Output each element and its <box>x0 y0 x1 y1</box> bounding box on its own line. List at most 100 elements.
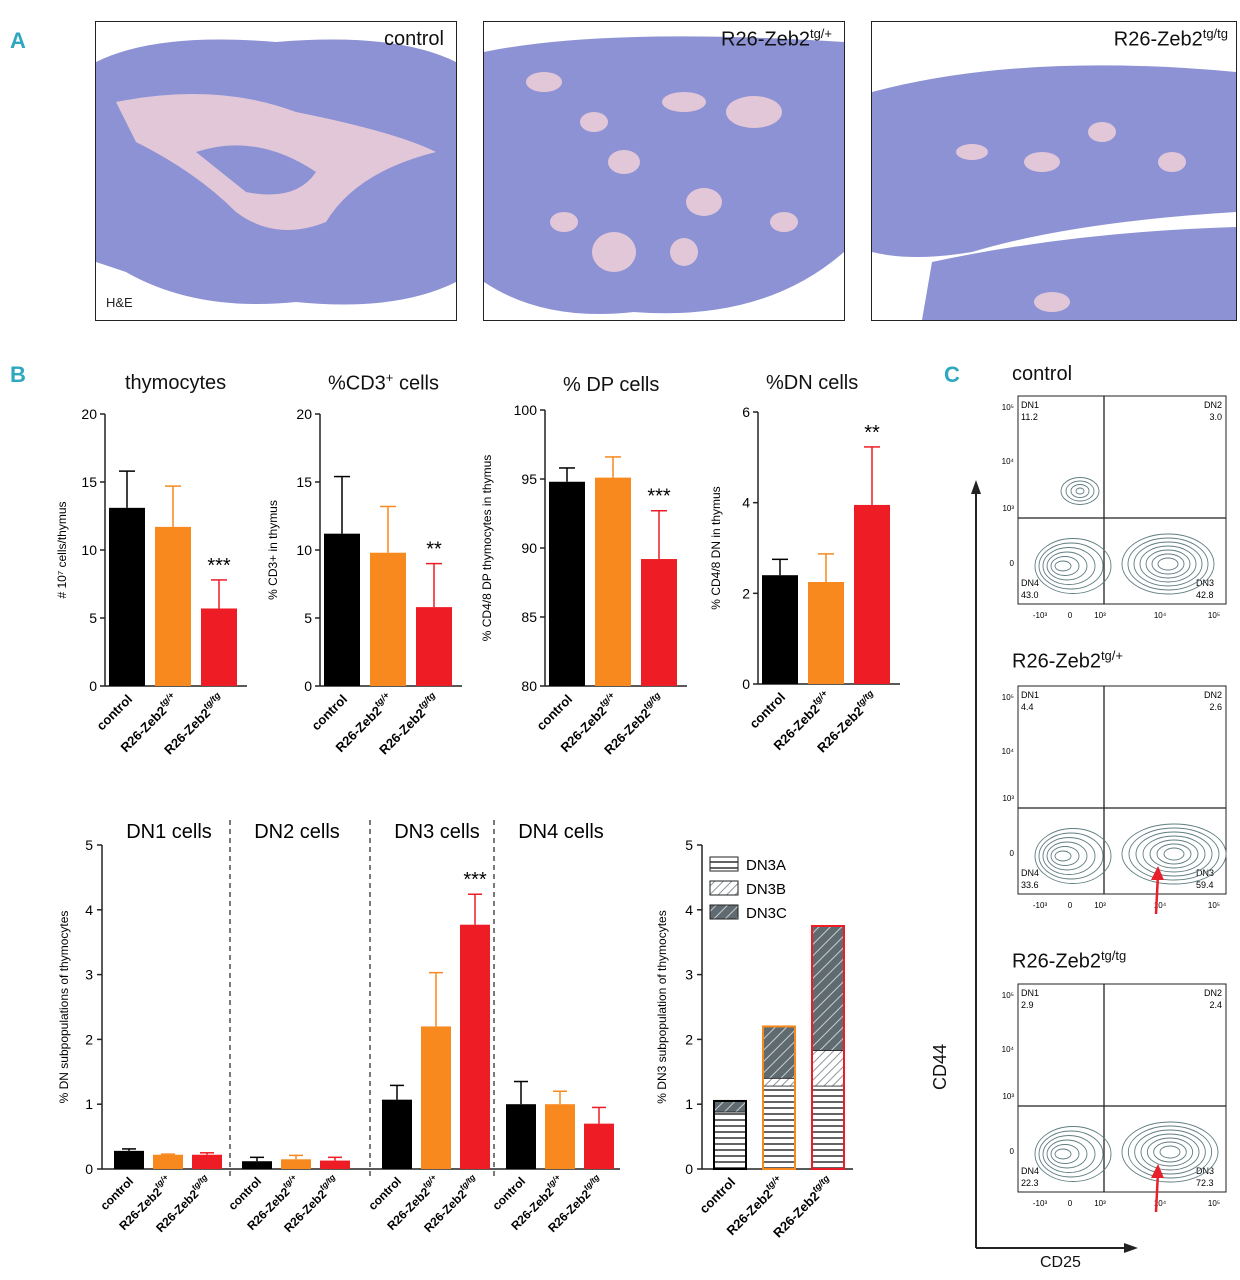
contour-dn4 <box>1046 551 1088 581</box>
quadrant-value: 72.3 <box>1196 1178 1214 1188</box>
y-tick-label: 5 <box>85 837 93 853</box>
quadrant-value: 3.0 <box>1209 412 1222 422</box>
plot-frame <box>1017 685 1227 895</box>
quadrant-value: 4.4 <box>1021 702 1034 712</box>
bar <box>762 575 798 684</box>
category-label: control <box>225 1174 264 1213</box>
chart-title-thymocytes: thymocytes <box>125 372 227 394</box>
category-label-sup: tg/tg <box>317 1172 337 1192</box>
chart-dn3-subpopulations: 0 1 2 3 4 5 % DN3 subpopulation of thymocytes c… <box>655 837 853 1240</box>
y-tick-label: 90 <box>521 540 537 556</box>
quadrant-name: DN1 <box>1021 690 1039 700</box>
y-tick-label: 2 <box>685 1031 693 1047</box>
contour-dn3 <box>1163 847 1185 861</box>
y-tick-label: 85 <box>521 609 537 625</box>
bar <box>370 552 406 686</box>
flow-axes-arrows <box>971 480 1138 1253</box>
contour-dn3 <box>1157 557 1179 571</box>
stack-segment <box>811 1085 845 1170</box>
x-tick-label: 10⁴ <box>1154 611 1167 620</box>
significance-label: *** <box>463 869 487 891</box>
contour-dn4 <box>1038 1130 1104 1178</box>
quadrant-value: 11.2 <box>1021 412 1038 422</box>
x-tick-label: 10⁴ <box>1154 901 1167 910</box>
group-title: DN1 cells <box>126 821 212 843</box>
category-label: control <box>696 1175 738 1217</box>
x-tick-label: -10³ <box>1033 901 1048 910</box>
contour-dn4 <box>1042 837 1096 875</box>
x-tick-label: 10⁵ <box>1208 901 1220 910</box>
thymus-section-het <box>484 36 844 314</box>
contour-dn4 <box>1054 1148 1072 1160</box>
contour-dn3 <box>1153 1141 1187 1163</box>
significance-label: *** <box>647 486 671 508</box>
arrow-head <box>1151 1164 1164 1178</box>
bar <box>155 526 191 686</box>
histology-image-hom: R26-Zeb2tg/tg <box>871 21 1237 321</box>
bar <box>421 1026 451 1169</box>
contour-dn3 <box>1140 1133 1200 1171</box>
category-label-sup: tg/+ <box>763 1173 782 1192</box>
category-label: control <box>93 692 135 734</box>
contour-dn4 <box>1046 1139 1088 1169</box>
flow-plot-control: DN1 11.2 DN2 3.0 DN3 42.8 DN4 43.0 10⁵ 10⁴ 10³ 0 -10… <box>1002 395 1227 620</box>
y-tick-label: 5 <box>685 837 693 853</box>
y-tick-label: 15 <box>81 474 97 490</box>
category-label-sup: tg/tg <box>641 690 662 711</box>
contour-dn3 <box>1146 1137 1194 1167</box>
y-tick-label: 3 <box>85 967 93 983</box>
contour-dn3 <box>1121 823 1227 885</box>
category-label: control <box>308 692 350 734</box>
y-tick-label: 0 <box>1010 849 1015 858</box>
bar <box>192 1154 222 1169</box>
quadrant-name: DN1 <box>1021 988 1039 998</box>
significance-label: ** <box>864 422 880 444</box>
x-tick-label: 10⁴ <box>1154 1199 1167 1208</box>
contour-dn3 <box>1145 549 1191 579</box>
histology-image-control: control H&E <box>95 21 457 321</box>
chart-title-cd3-sup: + <box>385 370 394 385</box>
thymus-section-hom <box>872 65 1236 320</box>
plot-frame <box>1017 395 1227 605</box>
panel-label-a: A <box>10 28 26 53</box>
y-tick-label: 10⁵ <box>1002 991 1014 1000</box>
y-tick-label: 10 <box>81 542 97 558</box>
legend-swatch <box>709 856 739 872</box>
y-tick-label: 4 <box>742 495 750 511</box>
y-tick-label: 10⁵ <box>1002 693 1014 702</box>
panel-label-b: B <box>10 362 26 387</box>
quadrant-name: DN1 <box>1021 400 1039 410</box>
contour-dn1 <box>1065 480 1095 502</box>
y-tick-label: 6 <box>742 404 750 420</box>
contour-dn1 <box>1060 477 1100 505</box>
y-tick-label: 2 <box>742 585 750 601</box>
y-tick-label: 20 <box>81 406 97 422</box>
histology-label-het-base: R26-Zeb2 <box>721 28 810 51</box>
x-tick-label: -10³ <box>1033 1199 1048 1208</box>
y-tick-label: 20 <box>296 406 312 422</box>
contour-dn3 <box>1121 1121 1219 1183</box>
significance-label: *** <box>207 555 231 577</box>
legend-label: DN3C <box>746 905 787 922</box>
quadrant-name: DN2 <box>1204 690 1222 700</box>
y-tick-label: 100 <box>514 402 538 418</box>
panel-label-c: C <box>944 362 960 387</box>
bar <box>201 608 237 686</box>
histology-label-control: control <box>383 28 444 50</box>
contour-dn3 <box>1127 537 1209 591</box>
category-label: control <box>533 692 575 734</box>
y-tick-label: 0 <box>1010 1147 1015 1156</box>
bar <box>808 582 844 684</box>
flow-title-hom-sup: tg/tg <box>1100 948 1127 963</box>
contour-dn1 <box>1070 484 1090 498</box>
quadrant-value: 59.4 <box>1196 880 1214 890</box>
histology-label-het: R26-Zeb2tg/+ <box>721 26 832 52</box>
quadrant-name: DN4 <box>1021 1166 1039 1176</box>
flow-ylabel: CD44 <box>930 1043 950 1090</box>
category-label-sup: tg/+ <box>597 690 616 709</box>
contour-dn3 <box>1133 541 1203 587</box>
category-label-sup: tg/+ <box>810 688 829 707</box>
contour-dn3 <box>1156 843 1192 865</box>
